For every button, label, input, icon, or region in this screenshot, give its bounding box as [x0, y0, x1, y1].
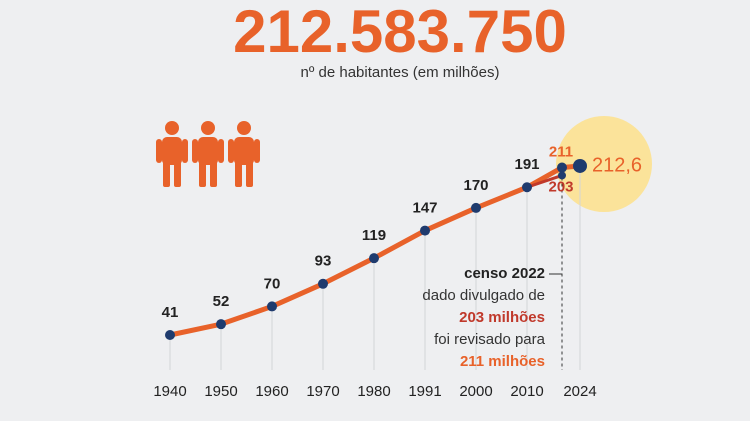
- x-tick-label: 1960: [255, 383, 288, 400]
- people-icons: [156, 121, 260, 187]
- annotation-line: 211 milhões: [460, 353, 545, 370]
- value-label: 212,6: [592, 154, 642, 176]
- annotation-line: dado divulgado de: [422, 287, 545, 304]
- annotation-line: foi revisado para: [434, 331, 546, 348]
- point: [557, 162, 567, 173]
- point: [471, 202, 481, 213]
- x-tick-label: 1970: [306, 383, 339, 400]
- x-tick-label: 1980: [357, 383, 390, 400]
- point: [420, 225, 430, 236]
- value-label: 191: [514, 156, 539, 173]
- value-label: 203: [548, 178, 573, 195]
- point: [522, 182, 532, 193]
- point: [318, 278, 328, 289]
- chart-subtitle: nº de habitantes (em milhões): [301, 64, 500, 81]
- value-label: 147: [412, 200, 437, 217]
- value-label: 119: [362, 227, 386, 244]
- line: [169, 163, 581, 338]
- value-label: 70: [264, 275, 281, 292]
- x-tick-label: 2024: [563, 383, 596, 400]
- value-label: 41: [162, 304, 179, 321]
- x-tick-label: 1991: [408, 383, 441, 400]
- value-label: 52: [213, 293, 230, 310]
- x-tick-label: 2010: [510, 383, 543, 400]
- chart-title: 212.583.750: [233, 0, 567, 65]
- value-label: 211: [549, 144, 573, 161]
- x-tick-label: 1950: [204, 383, 237, 400]
- x-tick-label: 1940: [153, 383, 186, 400]
- x-tick-label: 2000: [459, 383, 492, 400]
- point: [267, 301, 277, 312]
- point: [165, 330, 175, 340]
- annotation-line: censo 2022: [464, 265, 545, 282]
- value-label: 93: [315, 253, 332, 270]
- annotation-line: 203 milhões: [459, 309, 545, 326]
- value-label: 170: [463, 177, 488, 194]
- point: [558, 171, 566, 180]
- point: [216, 319, 226, 330]
- point: [369, 253, 379, 264]
- point: [573, 158, 587, 173]
- revised-link: [526, 174, 563, 189]
